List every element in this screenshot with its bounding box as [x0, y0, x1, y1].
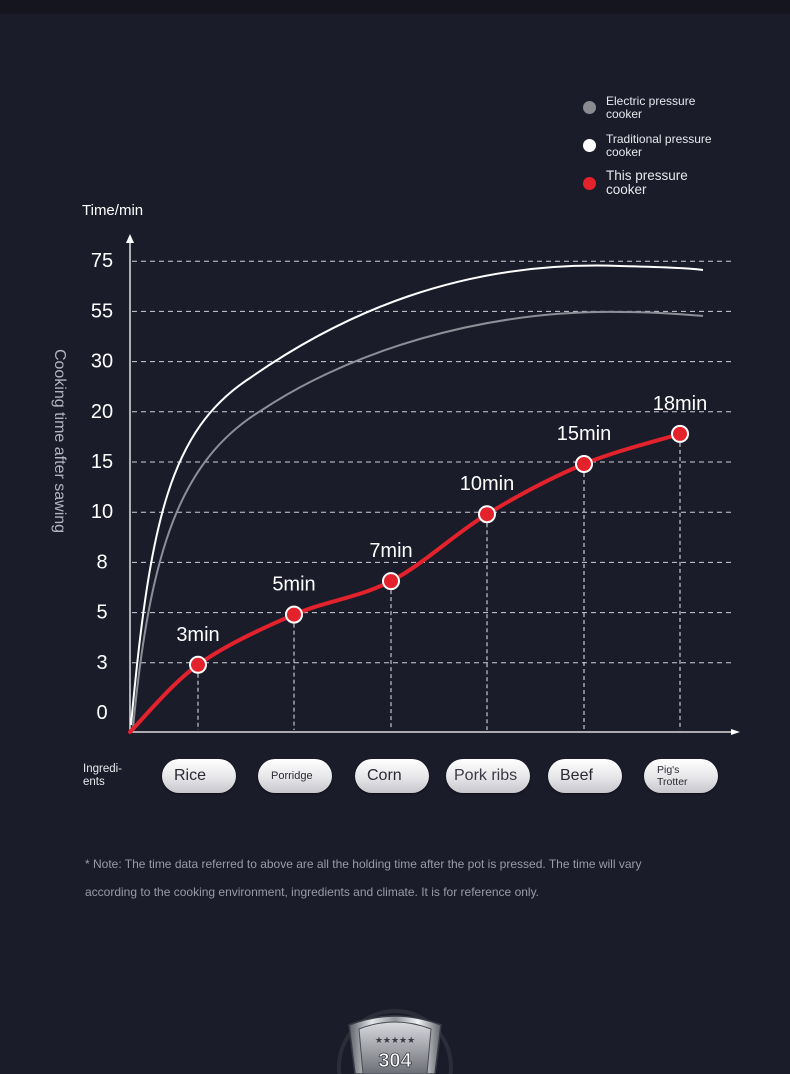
data-label-1: 5min — [272, 574, 315, 596]
svg-text:304: 304 — [378, 1050, 412, 1072]
comparison-curves — [130, 264, 704, 729]
legend-label-electric: Electric pressure cooker — [606, 94, 696, 121]
ingredients-label: Ingredi-ents — [83, 763, 122, 788]
legend: Electric pressure cooker Traditional pre… — [582, 94, 782, 208]
chart-axes — [126, 234, 740, 735]
y-tick-10: 10 — [91, 501, 113, 523]
data-label-0: 3min — [176, 624, 219, 646]
this-cooker-curve — [128, 431, 682, 734]
data-point-rice — [189, 655, 207, 674]
y-tick-3: 3 — [96, 652, 107, 674]
data-points — [189, 424, 689, 674]
ingredient-pill-pigs-trotter: Pig's Trotter — [644, 759, 718, 793]
data-label-3: 10min — [460, 473, 514, 495]
data-point-beef — [575, 455, 593, 473]
y-axis-arrow — [126, 234, 134, 243]
footnote: * Note: The time data referred to above … — [85, 857, 642, 899]
y-tick-5: 5 — [96, 602, 107, 624]
traditional-cooker-curve — [130, 264, 704, 726]
legend-item-electric: Electric pressure cooker — [582, 94, 782, 132]
steel-304-shield-icon: ★★★★★ 304 — [335, 1005, 455, 1074]
legend-dot-this — [583, 177, 596, 190]
y-tick-30: 30 — [91, 351, 113, 373]
legend-item-traditional: Traditional pressure cooker — [582, 132, 782, 170]
y-unit-label: Time/min — [82, 202, 143, 219]
data-label-5: 18min — [653, 393, 707, 415]
y-tick-0: 0 — [96, 702, 107, 724]
drop-lines — [197, 442, 681, 730]
grid-lines — [132, 260, 735, 664]
legend-item-this: This pressure cooker — [582, 168, 782, 208]
ingredient-pill-rice: Rice — [162, 759, 236, 793]
svg-text:★★★★★: ★★★★★ — [375, 1036, 415, 1046]
data-point-porridge — [285, 605, 303, 624]
y-tick-55: 55 — [91, 300, 113, 322]
y-tick-20: 20 — [91, 401, 113, 423]
data-point-pork-ribs — [478, 505, 496, 524]
y-tick-labels: 0 3 5 8 10 15 20 30 55 75 — [91, 250, 113, 724]
legend-dot-traditional — [583, 139, 596, 152]
y-tick-75: 75 — [91, 250, 113, 272]
x-axis-arrow — [731, 729, 740, 735]
ingredient-pill-beef: Beef — [548, 759, 622, 793]
electric-cooker-curve — [132, 310, 704, 729]
data-label-2: 7min — [369, 540, 412, 562]
legend-label-this: This pressure cooker — [606, 168, 688, 197]
this-cooker-line — [128, 431, 682, 734]
legend-label-traditional: Traditional pressure cooker — [606, 132, 712, 159]
ingredient-pill-corn: Corn — [355, 759, 429, 793]
y-tick-15: 15 — [91, 451, 113, 473]
data-labels: 3min 5min 7min 10min 15min 18min — [176, 393, 707, 646]
data-point-corn — [382, 572, 400, 591]
ingredient-pill-porridge: Porridge — [258, 759, 332, 793]
data-point-pig-s-trotter — [671, 424, 689, 443]
legend-dot-electric — [583, 101, 596, 114]
y-axis-title: Cooking time after sawing — [51, 348, 68, 534]
data-label-4: 15min — [557, 423, 611, 445]
y-tick-8: 8 — [96, 551, 107, 573]
top-strip — [0, 0, 790, 14]
ingredient-pill-pork-ribs: Pork ribs — [446, 759, 530, 793]
